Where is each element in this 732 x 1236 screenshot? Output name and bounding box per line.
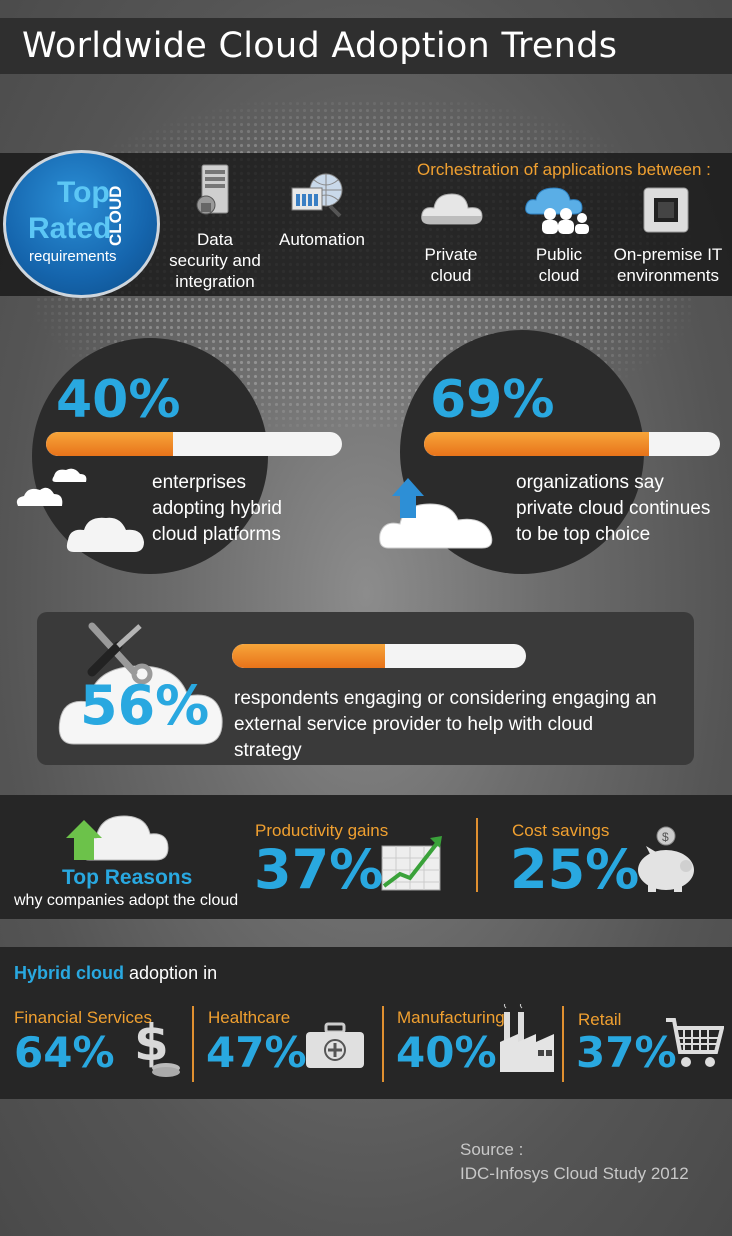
source-label: Source : — [460, 1140, 524, 1159]
page-title: Worldwide Cloud Adoption Trends — [22, 26, 618, 66]
cost-savings-label: Cost savings — [512, 821, 610, 840]
manufacturing-label: Manufacturing — [397, 1008, 505, 1027]
badge-rated-text: Rated — [28, 212, 112, 245]
hybrid-separator-1 — [192, 1006, 194, 1082]
public-cloud-label: Public cloud — [535, 245, 583, 285]
requirement-data-security-label: Data security and integration — [169, 230, 261, 291]
orchestration-title: Orchestration of applications between : — [417, 160, 711, 179]
small-clouds-icon — [14, 466, 150, 558]
stat-56-text: respondents engaging or considering enga… — [234, 688, 657, 761]
tools-cloud-icon — [56, 620, 226, 748]
requirement-automation-label: Automation — [279, 230, 365, 249]
stat-69-text: organizations say private cloud continue… — [516, 472, 711, 545]
manufacturing-value: 40% — [396, 1028, 497, 1077]
chip-icon — [642, 186, 690, 234]
source-value: IDC-Infosys Cloud Study 2012 — [460, 1164, 689, 1183]
stat-56-percent: 56% — [80, 674, 210, 737]
cloud-up-arrow-icon — [64, 802, 170, 866]
hybrid-title-rest: adoption in — [124, 963, 218, 983]
stat-69-percent: 69% — [430, 370, 555, 430]
hybrid-separator-2 — [382, 1006, 384, 1082]
top-rated-badge — [3, 150, 160, 298]
shopping-cart-icon — [664, 1016, 725, 1072]
svg-text:$: $ — [134, 1014, 169, 1072]
hybrid-title-strong: Hybrid cloud — [14, 963, 125, 983]
server-lock-icon — [194, 163, 234, 219]
stat-40-progress-bar — [46, 432, 342, 456]
cloud-upload-icon — [378, 468, 502, 552]
top-reasons-subtitle: why companies adopt the cloud — [14, 892, 239, 909]
hybrid-title: Hybrid cloud adoption in — [14, 963, 217, 984]
hybrid-separator-3 — [562, 1006, 564, 1082]
private-cloud-icon — [420, 186, 484, 232]
medical-kit-icon — [304, 1022, 366, 1070]
stat-56-progress-fill — [232, 644, 385, 668]
top-reasons-title: Top Reasons — [62, 866, 193, 889]
growth-chart-icon — [380, 832, 446, 892]
productivity-gains-label: Productivity gains — [255, 821, 389, 840]
reasons-separator — [476, 818, 478, 892]
stat-40-percent: 40% — [56, 370, 181, 430]
retail-label: Retail — [578, 1010, 622, 1029]
badge-top-text: Top — [57, 176, 110, 209]
stat-40-progress-fill — [46, 432, 174, 456]
automation-globe-icon — [290, 170, 348, 220]
stat-56-progress-bar — [232, 644, 526, 668]
title-bar — [0, 18, 732, 74]
private-cloud-label: Private cloud — [424, 245, 478, 285]
productivity-gains-value: 37% — [254, 838, 384, 901]
cost-savings-value: 25% — [510, 838, 640, 901]
piggy-bank-icon: $ — [630, 824, 702, 894]
badge-requirements-text: requirements — [29, 248, 117, 265]
financial-services-label: Financial Services — [14, 1008, 152, 1027]
healthcare-value: 47% — [206, 1028, 307, 1077]
stat-69-progress-bar — [424, 432, 720, 456]
financial-services-value: 64% — [14, 1028, 115, 1077]
retail-value: 37% — [576, 1028, 677, 1077]
dollar-coins-icon: $ — [132, 1014, 184, 1078]
badge-cloud-text: CLOUD — [106, 185, 125, 246]
svg-text:$: $ — [662, 830, 669, 844]
stat-40-text: enterprises adopting hybrid cloud platfo… — [152, 472, 282, 545]
healthcare-label: Healthcare — [208, 1008, 291, 1027]
public-cloud-icon — [524, 184, 596, 236]
factory-icon — [498, 1001, 556, 1074]
on-premise-label: On-premise IT environments — [613, 245, 723, 285]
stat-69-progress-fill — [424, 432, 649, 456]
hybrid-band — [0, 947, 732, 1099]
